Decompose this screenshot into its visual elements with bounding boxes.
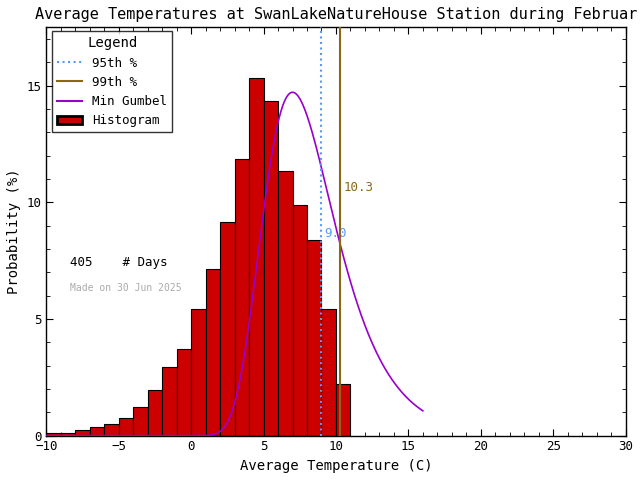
Bar	[278, 170, 292, 436]
Bar	[307, 240, 321, 436]
Bar	[148, 390, 162, 436]
Bar	[264, 101, 278, 436]
Y-axis label: Probability (%): Probability (%)	[7, 168, 21, 294]
Bar	[162, 367, 177, 436]
Text: 9.0: 9.0	[324, 228, 347, 240]
Bar	[104, 424, 119, 436]
Bar	[249, 78, 264, 436]
Bar	[46, 433, 61, 436]
Text: Made on 30 Jun 2025: Made on 30 Jun 2025	[70, 283, 181, 293]
Bar	[61, 433, 76, 436]
Text: 405    # Days: 405 # Days	[70, 256, 167, 269]
Bar	[205, 269, 220, 436]
Bar	[119, 419, 133, 436]
Bar	[235, 159, 249, 436]
Bar	[321, 309, 336, 436]
Bar	[177, 349, 191, 436]
Bar	[292, 205, 307, 436]
Bar	[220, 222, 235, 436]
Legend: 95th %, 99th %, Min Gumbel, Histogram: 95th %, 99th %, Min Gumbel, Histogram	[52, 31, 172, 132]
Text: 10.3: 10.3	[343, 180, 373, 193]
Bar	[133, 407, 148, 436]
Bar	[76, 430, 90, 436]
Bar	[191, 309, 205, 436]
Bar	[90, 427, 104, 436]
Bar	[336, 384, 351, 436]
Title: Average Temperatures at SwanLakeNatureHouse Station during Februar: Average Temperatures at SwanLakeNatureHo…	[35, 7, 637, 22]
X-axis label: Average Temperature (C): Average Temperature (C)	[239, 459, 432, 473]
